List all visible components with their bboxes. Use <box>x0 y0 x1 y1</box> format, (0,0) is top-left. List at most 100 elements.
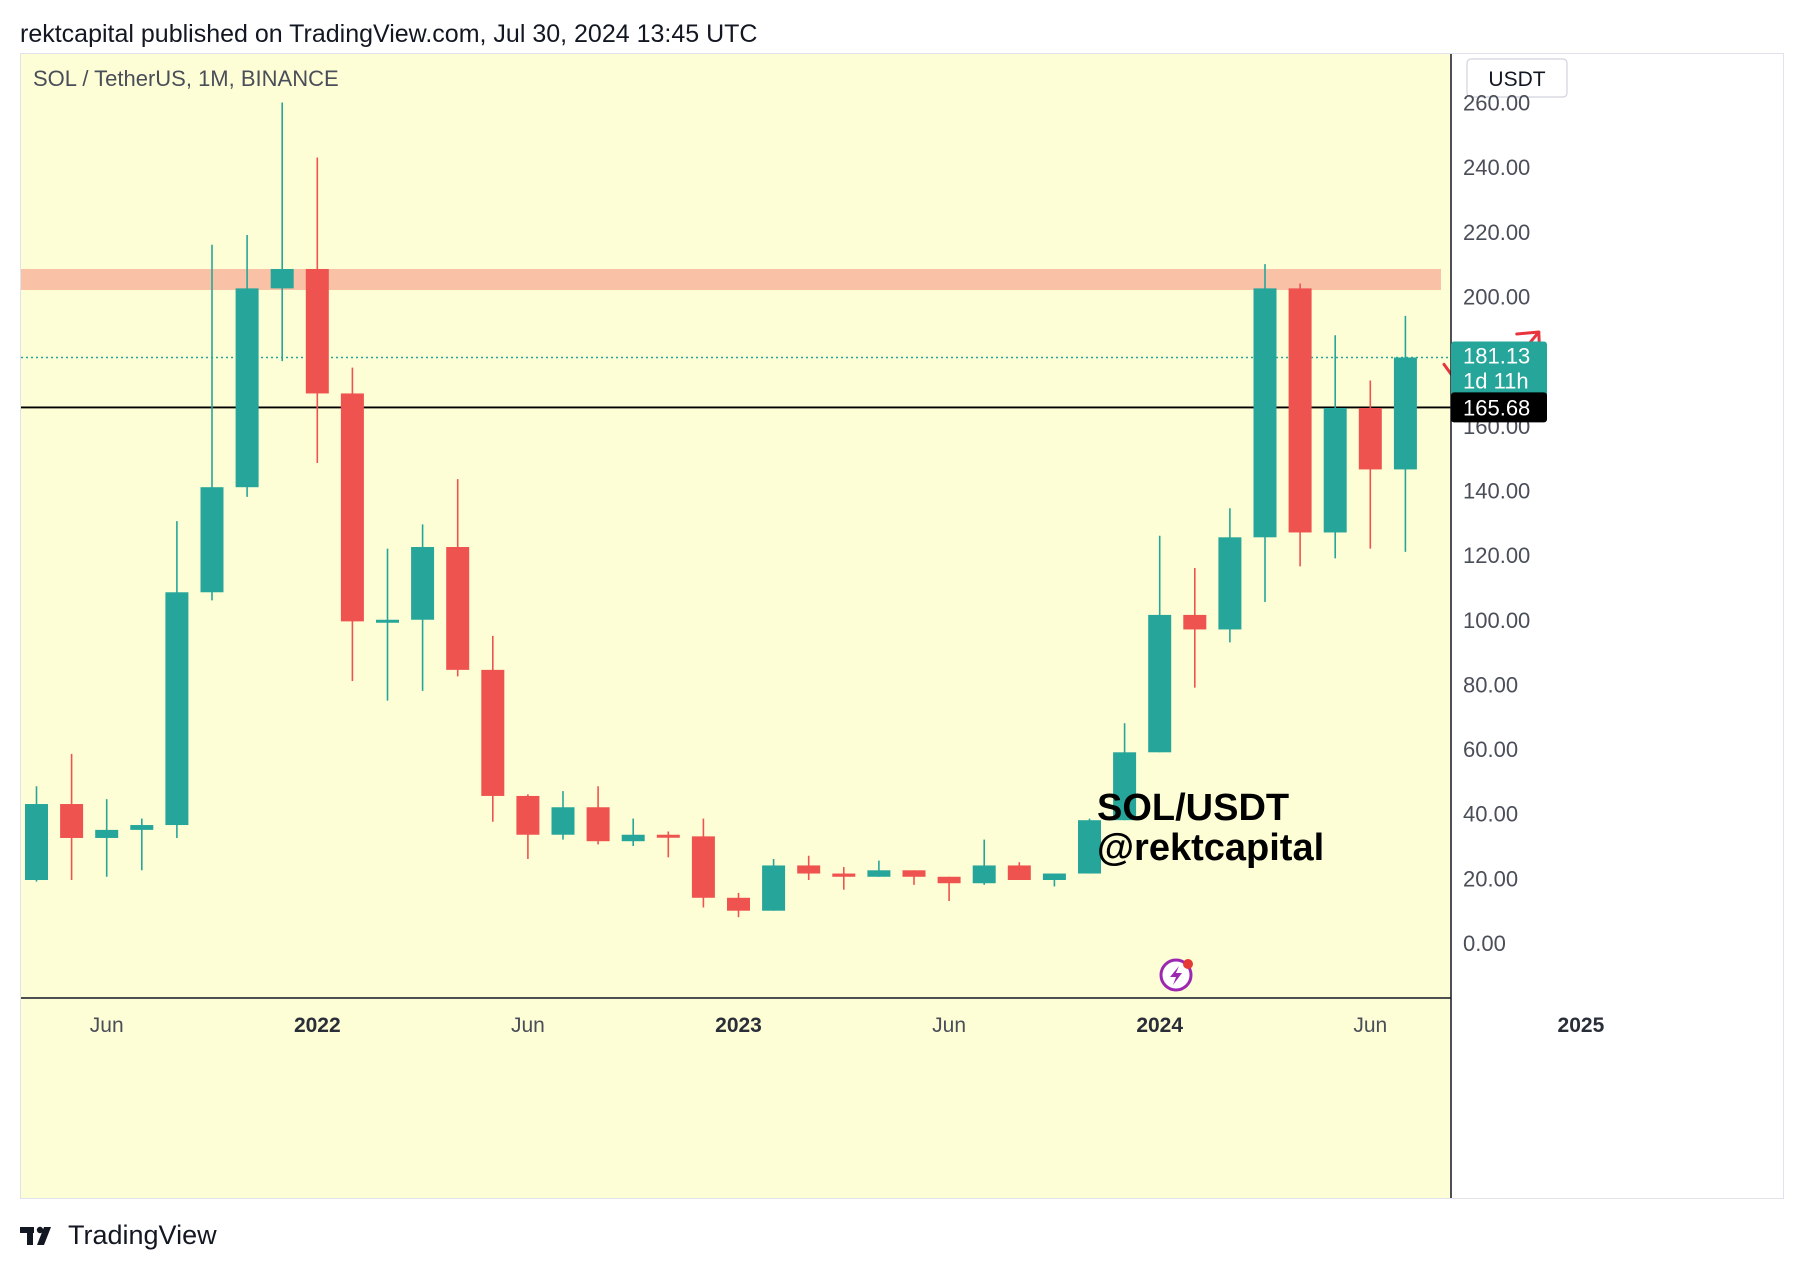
candle-body <box>1113 752 1137 821</box>
candle-body <box>376 619 399 623</box>
candle-body <box>1288 288 1312 533</box>
tradingview-logo-icon <box>20 1226 51 1245</box>
candle-2022-08[interactable] <box>586 786 610 845</box>
candle-body <box>656 834 680 838</box>
candle-body <box>1042 873 1066 880</box>
candle-body <box>270 268 294 289</box>
candle-body <box>586 807 610 842</box>
candle-2023-01[interactable] <box>762 858 786 911</box>
y-tick-label: 60.00 <box>1463 737 1518 762</box>
x-tick-label: Jun <box>90 1014 124 1037</box>
chart-frame[interactable]: SOL / TetherUS, 1M, BINANCE SOL/USDT @rekt… <box>20 53 1784 1199</box>
candle-2023-02[interactable] <box>797 855 821 880</box>
candle-2021-08[interactable] <box>165 521 189 838</box>
y-tick-label: 220.00 <box>1463 220 1530 245</box>
last-price-badge-bg <box>1451 341 1547 398</box>
candle-2021-04[interactable] <box>25 786 48 882</box>
x-tick-label: 2022 <box>294 1014 341 1037</box>
candle-2021-07[interactable] <box>130 818 154 871</box>
candle-body <box>25 804 48 880</box>
candle-2022-03[interactable] <box>411 524 435 691</box>
candle-2022-04[interactable] <box>446 479 470 677</box>
candle-2023-06[interactable] <box>937 876 961 902</box>
candle-body <box>1183 614 1207 630</box>
y-tick-label: 80.00 <box>1463 672 1518 697</box>
support-price-value: 165.68 <box>1463 395 1530 420</box>
candle-2022-01[interactable] <box>340 367 364 682</box>
candle-body <box>551 807 575 835</box>
candle-2023-07[interactable] <box>972 839 996 885</box>
y-tick-label: 240.00 <box>1463 155 1530 180</box>
candle-2021-12[interactable] <box>305 157 329 463</box>
candle-2023-11[interactable] <box>1113 723 1137 821</box>
candle-2021-10[interactable] <box>235 235 259 497</box>
candle-2022-05[interactable] <box>481 635 505 822</box>
candle-body <box>937 876 961 884</box>
candle-2024-04[interactable] <box>1288 283 1312 567</box>
candle-2024-05[interactable] <box>1323 335 1347 559</box>
candle-body <box>902 870 926 877</box>
candle-2023-10[interactable] <box>1078 818 1101 874</box>
y-tick-label: 20.00 <box>1463 866 1518 891</box>
candle-2023-05[interactable] <box>902 870 926 885</box>
candle-2022-07[interactable] <box>551 791 575 840</box>
candle-2023-08[interactable] <box>1007 862 1031 880</box>
candle-2021-05[interactable] <box>60 753 84 880</box>
candle-body <box>867 870 891 877</box>
candle-2022-12[interactable] <box>727 892 750 918</box>
support-price-badge-bg <box>1451 392 1547 423</box>
candle-2022-10[interactable] <box>656 831 680 858</box>
candle-body <box>200 487 224 593</box>
candle-body <box>1007 865 1031 880</box>
plot-background <box>21 54 1451 1198</box>
x-tick-label: 2023 <box>715 1014 762 1037</box>
candle-2021-09[interactable] <box>200 244 224 601</box>
candle-2022-11[interactable] <box>691 818 715 908</box>
candle-body <box>130 825 154 830</box>
candle-body <box>762 865 786 911</box>
lightning-badge-icon[interactable] <box>1159 958 1193 992</box>
candle-body <box>95 829 119 838</box>
candle-body <box>305 268 329 394</box>
candle-2024-03[interactable] <box>1253 264 1277 602</box>
currency-button[interactable]: USDT <box>1466 58 1568 98</box>
candle-2022-02[interactable] <box>376 548 399 701</box>
candle-body <box>1218 537 1242 630</box>
candle-2021-11[interactable] <box>270 102 294 362</box>
candle-body <box>1078 820 1101 874</box>
y-tick-label: 200.00 <box>1463 284 1530 309</box>
candle-body <box>446 547 470 670</box>
candle-body <box>621 834 645 842</box>
candle-2023-04[interactable] <box>867 860 891 877</box>
candle-body <box>797 865 821 874</box>
candle-2023-03[interactable] <box>832 867 856 890</box>
candle-body <box>481 669 505 796</box>
candle-2023-12[interactable] <box>1148 535 1172 753</box>
currency-label: USDT <box>1488 68 1545 91</box>
candle-2024-07[interactable] <box>1393 315 1417 552</box>
candle-2023-09[interactable] <box>1042 873 1066 887</box>
candle-2024-06[interactable] <box>1358 380 1382 549</box>
badge-dot <box>1183 959 1193 969</box>
candle-2024-01[interactable] <box>1183 568 1207 688</box>
y-tick-label: 0.00 <box>1463 931 1506 956</box>
candle-2022-06[interactable] <box>516 794 540 859</box>
x-tick-label: 2024 <box>1136 1014 1183 1037</box>
candle-body <box>1358 408 1382 470</box>
candlestick-chart[interactable]: SOL / TetherUS, 1M, BINANCE SOL/USDT@rekt… <box>21 54 1784 1199</box>
x-tick-label: Jun <box>1353 1014 1387 1037</box>
candle-body <box>727 897 750 911</box>
candle-body <box>691 836 715 898</box>
tradingview-brand: TradingView <box>68 1220 217 1250</box>
candle-body <box>972 865 996 884</box>
tradingview-logo[interactable]: TradingView <box>20 1220 217 1251</box>
candle-2021-06[interactable] <box>95 799 119 877</box>
candle-2022-09[interactable] <box>621 818 645 847</box>
price-axis-background <box>1451 54 1783 1198</box>
publisher-caption: rektcapital published on TradingView.com… <box>20 20 758 48</box>
candle-2024-02[interactable] <box>1218 508 1242 643</box>
candle-body <box>411 547 435 620</box>
candle-body <box>1253 288 1277 538</box>
x-tick-label: Jun <box>511 1014 545 1037</box>
